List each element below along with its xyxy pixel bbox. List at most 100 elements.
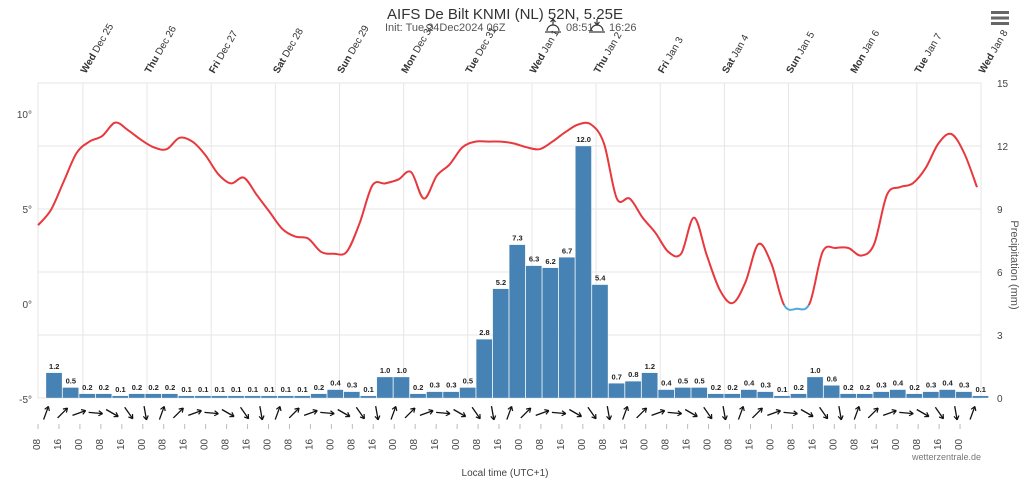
y-axis-left: 10° 5° 0° -5° <box>17 110 32 406</box>
wind-arrow <box>303 409 318 417</box>
wind-arrow <box>667 410 683 417</box>
chart-title: AIFS De Bilt KNMI (NL) 52N, 5.25E <box>387 6 623 23</box>
wind-arrow-head <box>775 409 781 415</box>
wind-arrow-shaft <box>703 406 713 420</box>
hour-tick-label: 00 <box>577 438 588 450</box>
precip-data-label: 0.2 <box>314 383 324 392</box>
wind-arrow <box>969 405 977 420</box>
precip-bar <box>376 376 394 399</box>
wind-arrow-head <box>391 405 398 412</box>
wind-arrow-head <box>924 412 930 418</box>
wind-arrow-shaft <box>57 407 68 419</box>
wind-arrow <box>800 408 814 418</box>
y-right-tick-label: 0 <box>997 394 1003 405</box>
wind-arrow-head <box>808 412 814 418</box>
wind-arrow-shaft <box>453 408 466 418</box>
precip-bar <box>211 395 228 399</box>
wind-arrow <box>651 409 666 417</box>
wind-arrow-shaft <box>535 409 550 417</box>
precip-data-label: 0.1 <box>976 385 986 394</box>
wind-arrow-head <box>243 413 250 420</box>
precip-bar <box>939 389 956 399</box>
hour-tick-label: 16 <box>870 438 881 450</box>
wind-arrow-shaft <box>737 406 744 420</box>
precip-data-label: 0.4 <box>744 379 755 388</box>
hour-tick-label: 16 <box>933 438 944 450</box>
precip-data-label: 0.4 <box>893 379 904 388</box>
wind-arrow-head <box>229 412 235 418</box>
precip-bar <box>955 391 973 399</box>
wind-arrow-head <box>62 407 69 413</box>
precip-data-label: 1.0 <box>810 366 820 375</box>
precip-data-label: 1.0 <box>396 366 406 375</box>
hamburger-menu-icon[interactable] <box>990 9 1010 27</box>
hour-tick-label: 16 <box>556 438 567 450</box>
wind-arrow <box>204 410 219 417</box>
wind-arrow-head <box>98 410 103 417</box>
wind-arrow <box>853 405 861 420</box>
precip-data-label: 2.8 <box>479 328 489 337</box>
hour-tick-label: 16 <box>807 438 818 450</box>
wind-arrow-shaft <box>838 405 842 421</box>
precip-bar <box>558 257 576 399</box>
wind-arrow-shaft <box>259 405 263 421</box>
hour-tick-label: 00 <box>74 438 85 450</box>
precip-data-label: 0.8 <box>628 370 638 379</box>
wind-arrow <box>419 409 434 417</box>
init-text: Init: Tue 24Dec2024 06Z <box>385 22 506 34</box>
wind-arrow <box>274 405 282 420</box>
wind-arrow <box>622 405 629 420</box>
precip-bar <box>922 391 940 399</box>
wind-arrow-shaft <box>419 409 434 417</box>
precip-bar <box>591 284 609 399</box>
wind-arrow-head <box>374 415 381 421</box>
wind-arrow <box>953 405 960 421</box>
wind-arrow-shaft <box>490 405 495 421</box>
wind-arrow-head <box>460 412 467 418</box>
hour-tick-label: 08 <box>158 438 169 450</box>
wind-arrow <box>471 406 481 420</box>
y-right-tick-label: 3 <box>997 331 1003 342</box>
wind-arrow <box>288 407 300 419</box>
precip-bar <box>360 395 377 399</box>
wind-arrow-shaft <box>204 411 219 415</box>
wind-arrow-shaft <box>42 406 50 420</box>
temperature-series-line <box>37 121 978 305</box>
wind-arrow-shaft <box>667 411 682 415</box>
precip-bar <box>641 372 658 399</box>
precip-data-label: 0.1 <box>231 385 241 394</box>
wind-arrow-head <box>329 410 335 417</box>
hour-tick-label: 16 <box>744 438 755 450</box>
wind-arrow-head <box>576 412 582 418</box>
precip-bar <box>45 372 63 399</box>
wind-arrow-shaft <box>722 405 727 421</box>
hour-tick-label: 08 <box>849 438 860 450</box>
wind-arrow-head <box>428 409 434 415</box>
precip-bar <box>62 387 79 399</box>
hour-tick-label: 16 <box>179 438 190 450</box>
wind-arrow-shaft <box>569 408 582 418</box>
wind-arrow-shaft <box>867 407 879 419</box>
y-left-tick-label: 5° <box>22 205 32 216</box>
precip-data-label: 0.2 <box>413 383 423 392</box>
wind-arrow <box>721 405 728 421</box>
wind-arrow-head <box>707 413 713 420</box>
precip-data-label: 0.1 <box>115 385 125 394</box>
wind-arrow-head <box>490 415 497 421</box>
x-axis-title: Local time (UTC+1) <box>462 468 549 479</box>
precip-bar <box>806 376 824 399</box>
sunset-icon <box>589 19 605 33</box>
precip-data-label: 0.4 <box>330 379 341 388</box>
precip-data-label: 0.2 <box>132 383 142 392</box>
precip-data-label: 0.1 <box>281 385 291 394</box>
precip-bar <box>343 391 360 399</box>
precip-bar <box>889 389 906 399</box>
hour-tick-label: 00 <box>263 438 274 450</box>
precip-bar <box>724 393 741 399</box>
wind-arrow-head <box>561 410 567 417</box>
precip-bar <box>442 391 460 399</box>
wind-arrow-shaft <box>303 409 318 417</box>
wind-arrow-head <box>359 413 365 420</box>
precip-bar <box>542 267 559 399</box>
wind-arrow-shaft <box>783 411 798 415</box>
